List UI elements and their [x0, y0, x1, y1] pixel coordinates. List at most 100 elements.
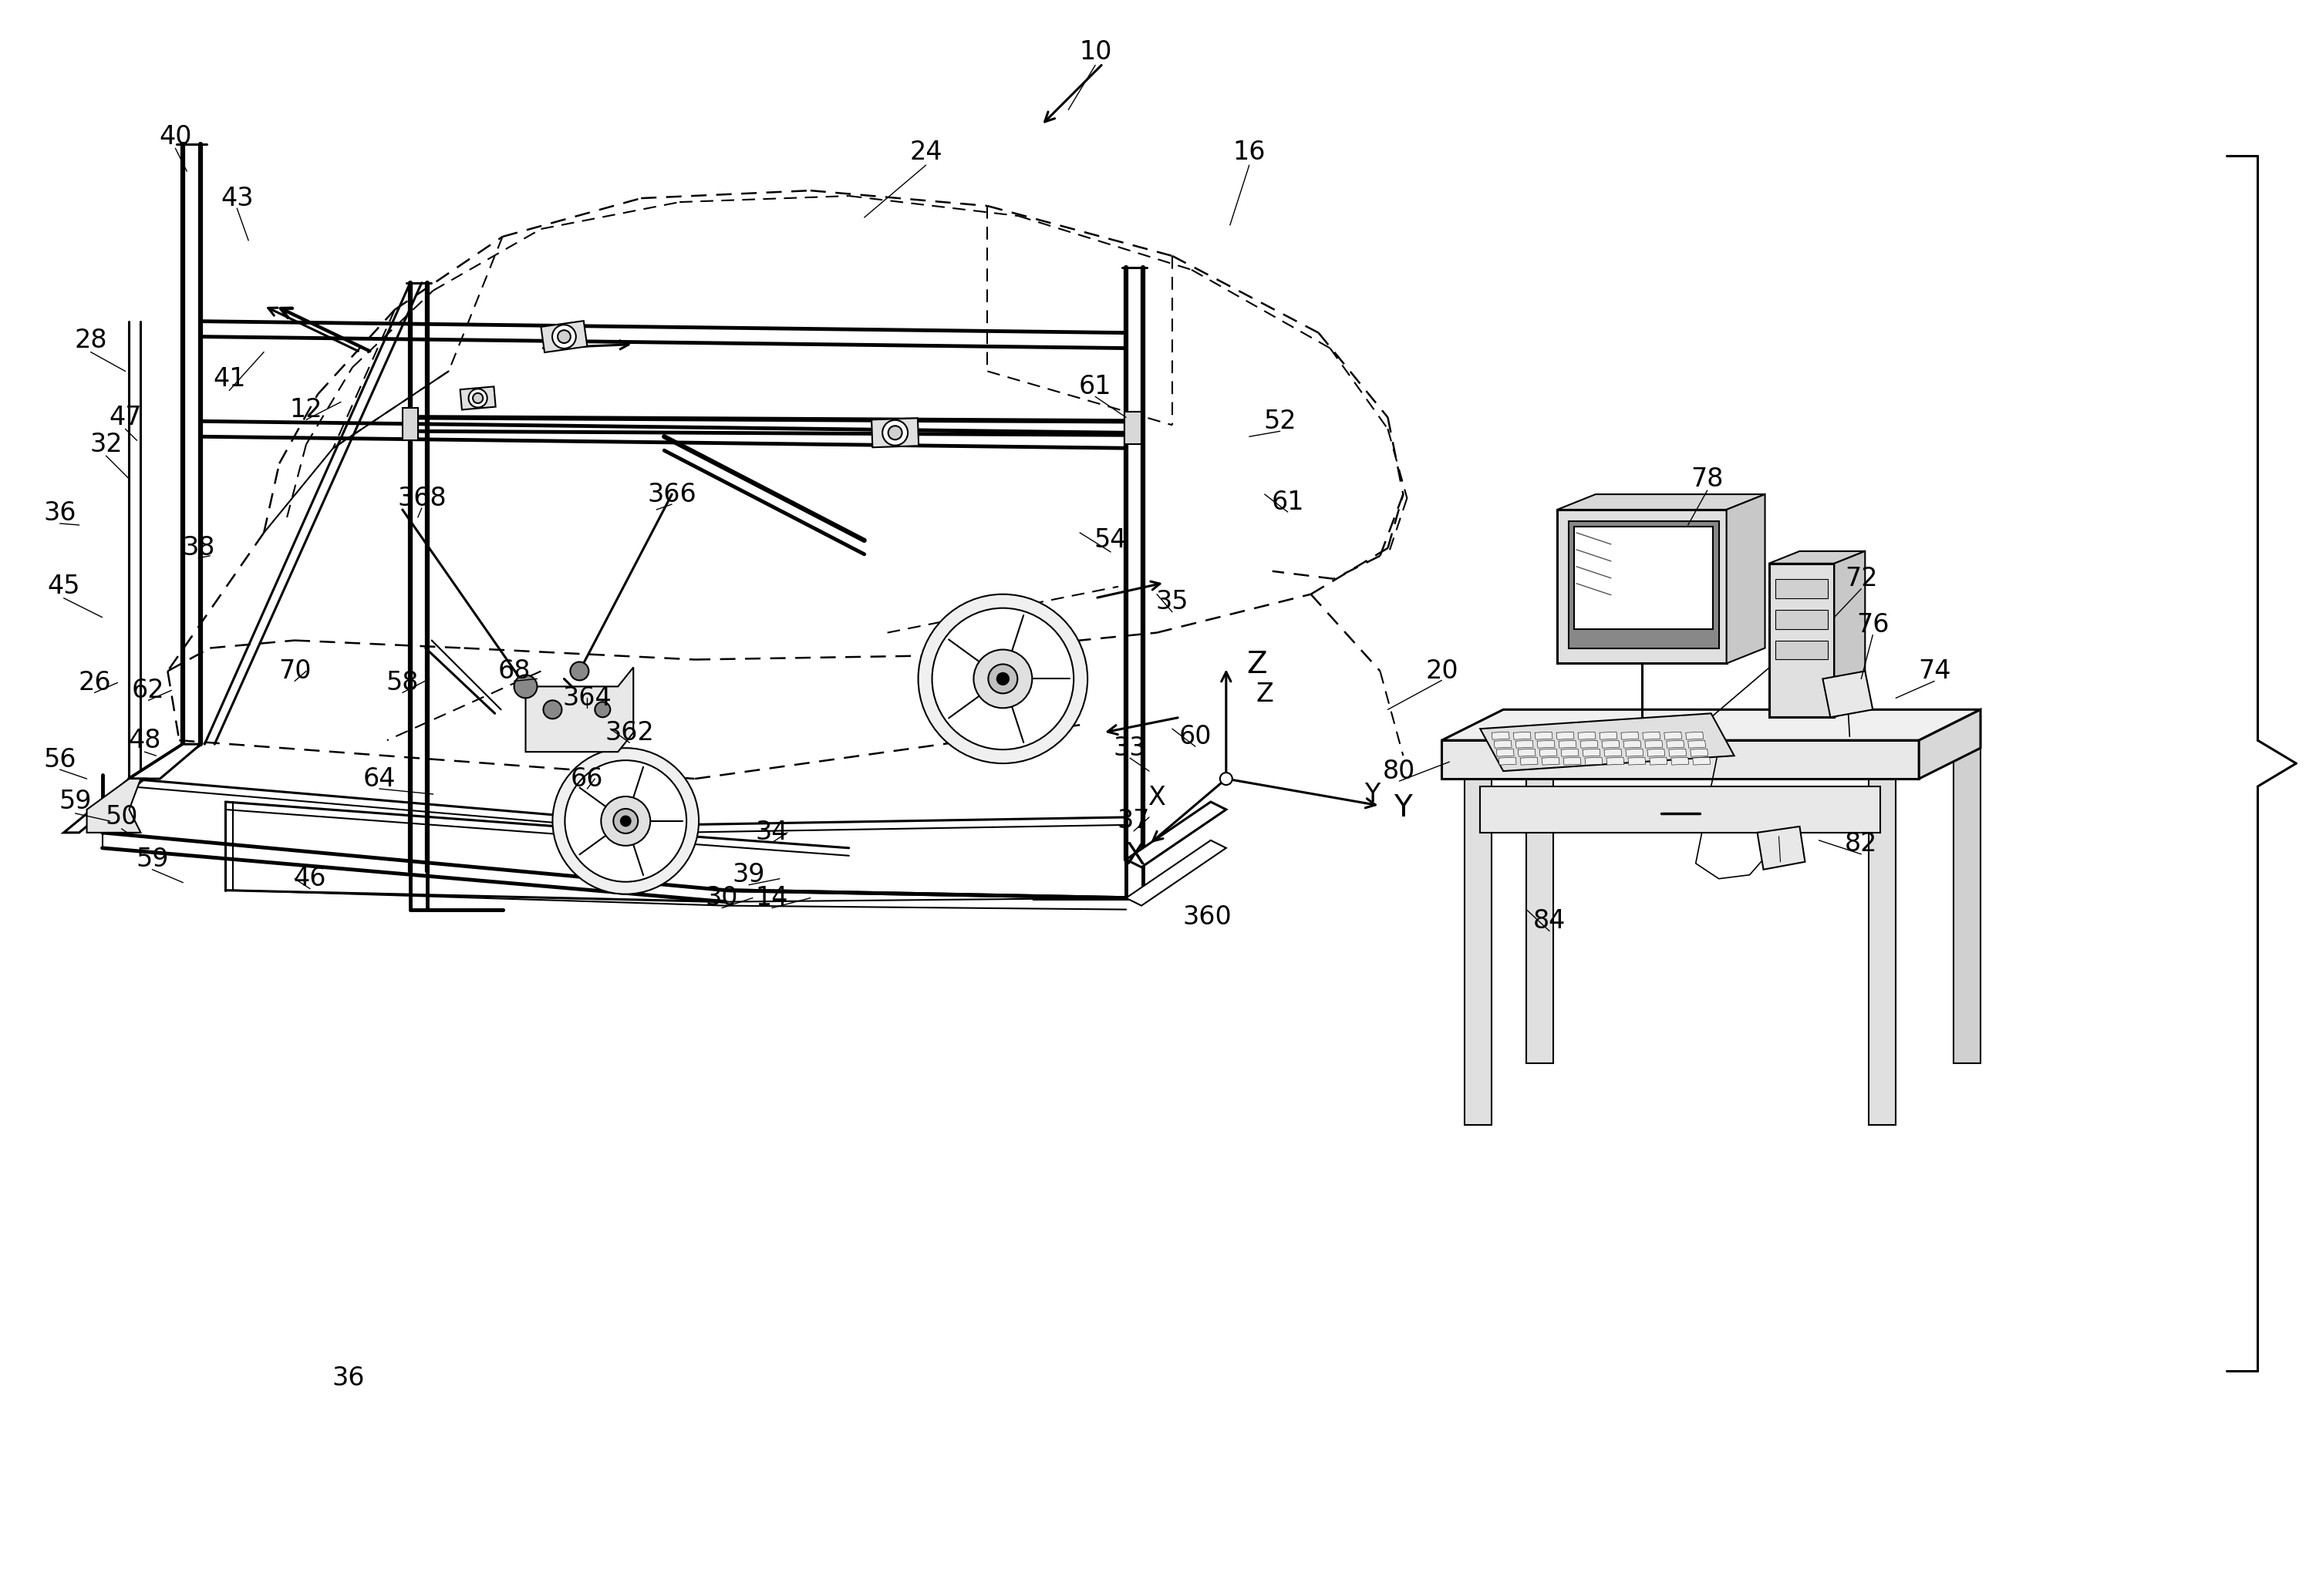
Polygon shape [1559, 741, 1577, 749]
Polygon shape [1584, 757, 1603, 764]
Polygon shape [1670, 749, 1686, 757]
Polygon shape [1607, 757, 1624, 764]
Text: 66: 66 [570, 766, 604, 792]
Polygon shape [1563, 757, 1582, 764]
Text: 84: 84 [1533, 908, 1566, 934]
Circle shape [887, 426, 901, 439]
Text: 43: 43 [220, 185, 252, 211]
Polygon shape [1693, 757, 1709, 764]
Polygon shape [1725, 495, 1765, 664]
Circle shape [973, 650, 1033, 709]
Polygon shape [1955, 717, 1980, 1063]
Text: 59: 59 [137, 847, 169, 873]
Text: 45: 45 [46, 575, 81, 598]
Text: 70: 70 [278, 659, 310, 683]
Polygon shape [1628, 757, 1647, 764]
Text: X: X [1149, 785, 1165, 811]
Text: 78: 78 [1691, 466, 1723, 492]
Text: 16: 16 [1232, 139, 1265, 164]
Polygon shape [1556, 495, 1765, 509]
Text: 56: 56 [44, 747, 76, 772]
Text: 54: 54 [1093, 528, 1128, 554]
Polygon shape [1582, 749, 1600, 757]
Text: Z: Z [1255, 681, 1274, 707]
Polygon shape [1517, 749, 1536, 757]
Polygon shape [1626, 749, 1644, 757]
Text: 46: 46 [294, 867, 327, 892]
Polygon shape [1621, 733, 1640, 739]
Circle shape [554, 749, 699, 894]
Polygon shape [1441, 710, 1980, 741]
Bar [1774, 579, 1827, 598]
Text: 58: 58 [387, 670, 419, 696]
Polygon shape [1624, 741, 1642, 749]
Text: 76: 76 [1857, 613, 1890, 638]
Text: 35: 35 [1156, 589, 1188, 614]
Polygon shape [1605, 749, 1621, 757]
Polygon shape [1556, 509, 1725, 664]
Polygon shape [1672, 757, 1688, 764]
Polygon shape [1823, 672, 1874, 717]
Text: 12: 12 [290, 397, 322, 423]
Bar [1568, 522, 1718, 648]
Text: 360: 360 [1181, 905, 1232, 930]
Text: 50: 50 [104, 804, 139, 830]
Polygon shape [1580, 741, 1598, 749]
Text: 34: 34 [755, 820, 787, 846]
Polygon shape [1494, 741, 1512, 749]
Text: 14: 14 [755, 886, 787, 911]
Text: 59: 59 [58, 788, 93, 814]
Circle shape [595, 702, 611, 717]
Text: 30: 30 [706, 886, 739, 911]
Polygon shape [1665, 733, 1681, 739]
Text: Y: Y [1364, 782, 1380, 808]
Text: 48: 48 [127, 728, 160, 753]
Text: 10: 10 [1079, 40, 1112, 65]
Text: Z: Z [1246, 650, 1267, 680]
Text: 36: 36 [44, 501, 76, 527]
Circle shape [882, 420, 908, 445]
Polygon shape [1642, 733, 1661, 739]
Polygon shape [130, 744, 201, 779]
Circle shape [614, 809, 637, 833]
Text: Y: Y [1394, 793, 1413, 822]
Bar [1480, 787, 1881, 833]
Polygon shape [1869, 779, 1897, 1125]
Circle shape [570, 662, 588, 680]
Polygon shape [403, 409, 417, 440]
Text: 37: 37 [1116, 808, 1151, 833]
Polygon shape [1126, 839, 1225, 905]
Polygon shape [1126, 412, 1142, 444]
Text: 20: 20 [1424, 659, 1459, 683]
Polygon shape [1668, 741, 1684, 749]
Polygon shape [1920, 710, 1980, 779]
Text: 24: 24 [910, 139, 943, 164]
Text: 41: 41 [213, 365, 245, 391]
Text: 62: 62 [132, 678, 164, 704]
Polygon shape [1577, 733, 1596, 739]
Polygon shape [526, 667, 632, 752]
Text: 47: 47 [109, 405, 141, 429]
Polygon shape [461, 386, 496, 410]
Polygon shape [1561, 749, 1580, 757]
Circle shape [544, 701, 563, 718]
Polygon shape [1498, 757, 1517, 764]
Bar [1774, 610, 1827, 629]
Polygon shape [1649, 757, 1668, 764]
Polygon shape [65, 779, 144, 833]
Polygon shape [1644, 741, 1663, 749]
Circle shape [931, 608, 1075, 750]
Polygon shape [871, 418, 919, 447]
Text: 364: 364 [563, 685, 611, 710]
Text: 32: 32 [90, 431, 123, 456]
Text: 28: 28 [74, 327, 107, 353]
Text: 40: 40 [160, 124, 192, 150]
Circle shape [558, 330, 570, 343]
Circle shape [621, 816, 630, 827]
Polygon shape [1540, 749, 1556, 757]
Polygon shape [542, 321, 588, 353]
Polygon shape [1603, 741, 1619, 749]
Polygon shape [1519, 757, 1538, 764]
Text: 80: 80 [1383, 758, 1415, 784]
Polygon shape [1688, 741, 1705, 749]
